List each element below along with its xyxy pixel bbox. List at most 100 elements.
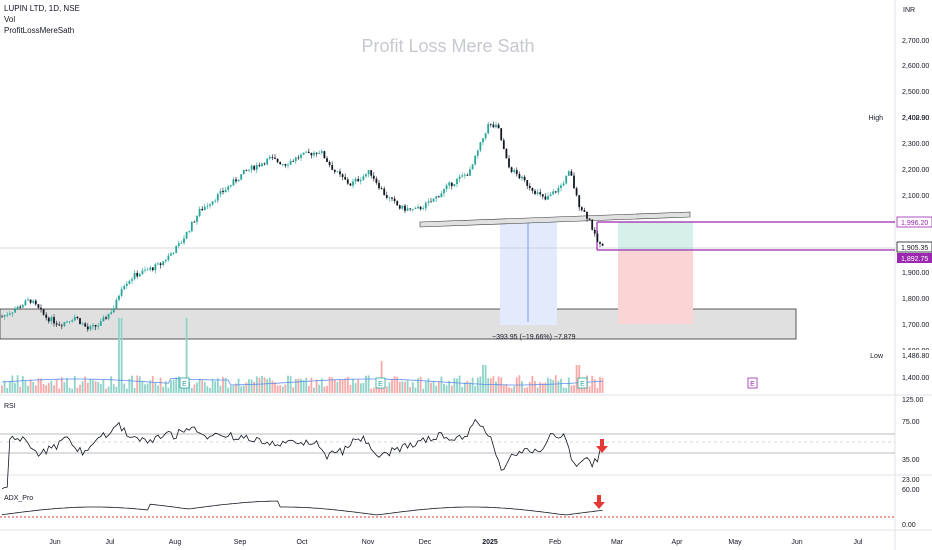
earnings-marker-2[interactable]: E — [375, 377, 386, 389]
candle-body — [284, 164, 287, 166]
candle-body — [8, 313, 11, 315]
indicator-legend[interactable]: ProfitLossMereSath — [4, 26, 75, 35]
volume-bar — [53, 385, 55, 393]
earnings-marker-3[interactable]: E — [577, 377, 588, 389]
candle-body — [352, 181, 354, 186]
candle-body — [141, 270, 144, 275]
level-tag-1-text: 1,996.20 — [901, 220, 928, 227]
candle-body — [97, 325, 100, 327]
volume-bar — [359, 383, 362, 393]
candle-body — [523, 176, 526, 181]
candle-body — [92, 324, 94, 327]
candle-body — [172, 253, 175, 254]
volume-bar — [102, 379, 105, 393]
rsi-line — [1, 418, 603, 490]
candle-body — [463, 174, 466, 176]
candle-body — [461, 175, 464, 177]
volume-bar — [261, 376, 263, 393]
candle-body — [47, 317, 50, 322]
volume-bar — [79, 384, 81, 393]
time-tick: Jun — [49, 539, 60, 546]
volume-bar — [279, 385, 282, 393]
volume-bar — [437, 381, 440, 393]
candle-body — [427, 201, 430, 203]
candle-body — [84, 323, 87, 327]
candle-body — [547, 195, 549, 200]
volume-bar — [21, 376, 24, 393]
candle-body — [453, 184, 456, 187]
earnings-marker-1[interactable]: E — [179, 377, 190, 389]
candle-body — [417, 206, 419, 209]
volume-bar — [232, 385, 235, 393]
candle-body — [201, 208, 204, 211]
candle-body — [339, 171, 341, 175]
measure-box[interactable] — [500, 222, 557, 325]
time-tick: Mar — [611, 539, 624, 546]
volume-bars — [1, 318, 604, 393]
neckline-trendline[interactable] — [419, 211, 691, 228]
volume-bar — [32, 382, 35, 393]
candle-body — [110, 312, 113, 314]
volume-bar — [281, 386, 284, 393]
candle-body — [450, 182, 453, 187]
candle-body — [180, 242, 183, 244]
volume-bar — [534, 380, 536, 393]
candle-body — [539, 192, 542, 195]
profit-zone[interactable] — [618, 222, 693, 251]
candle-body — [45, 314, 48, 318]
candle-body — [482, 138, 484, 143]
volume-bar — [336, 381, 339, 393]
candle-body — [37, 304, 40, 308]
volume-bar — [34, 385, 37, 393]
candle-body — [414, 208, 417, 210]
volume-bar — [466, 380, 469, 393]
volume-bar — [307, 386, 310, 393]
candle-body — [508, 158, 510, 168]
candle-body — [318, 152, 321, 154]
candle-body — [151, 267, 154, 271]
earnings-marker-upcoming[interactable]: E — [747, 377, 758, 389]
volume-bar — [378, 385, 380, 393]
volume-bar — [198, 378, 201, 393]
volume-bar — [448, 380, 451, 393]
loss-zone[interactable] — [618, 251, 693, 324]
volume-bar — [92, 380, 94, 393]
candle-body — [40, 307, 42, 310]
candle-body — [586, 211, 588, 219]
volume-bar — [528, 382, 531, 393]
candle-body — [144, 269, 146, 271]
candle-body — [162, 261, 165, 266]
candle-body — [578, 195, 581, 208]
volume-bar — [6, 387, 9, 393]
volume-bar — [424, 380, 427, 393]
candle-body — [378, 182, 380, 189]
price-tick: 2,100.00 — [902, 193, 929, 200]
candle-body — [32, 300, 35, 303]
candle-body — [401, 205, 404, 209]
volume-bar — [526, 387, 529, 393]
volume-bar — [24, 380, 27, 393]
candle-body — [320, 151, 323, 153]
high-value: 2,402.90 — [902, 115, 929, 122]
candle-body — [118, 295, 120, 300]
candle-body — [66, 321, 68, 323]
volume-bar — [45, 385, 48, 393]
volume-bar — [443, 383, 445, 393]
symbol-title[interactable]: LUPIN LTD, 1D, NSE — [4, 4, 80, 13]
volume-bar — [463, 382, 466, 393]
volume-bar — [253, 381, 256, 393]
candle-body — [336, 171, 339, 173]
volume-bar — [16, 375, 19, 393]
volume-bar — [427, 378, 430, 393]
candle-body — [287, 164, 289, 166]
candle-body — [89, 326, 92, 330]
candle-body — [544, 196, 547, 200]
candle-body — [248, 169, 250, 171]
candle-body — [237, 179, 240, 182]
vol-legend[interactable]: Vol — [4, 15, 16, 24]
volume-bar — [120, 318, 123, 393]
candle-body — [60, 325, 63, 327]
rsi-tick: 35.00 — [902, 457, 920, 464]
candle-body — [81, 323, 84, 325]
